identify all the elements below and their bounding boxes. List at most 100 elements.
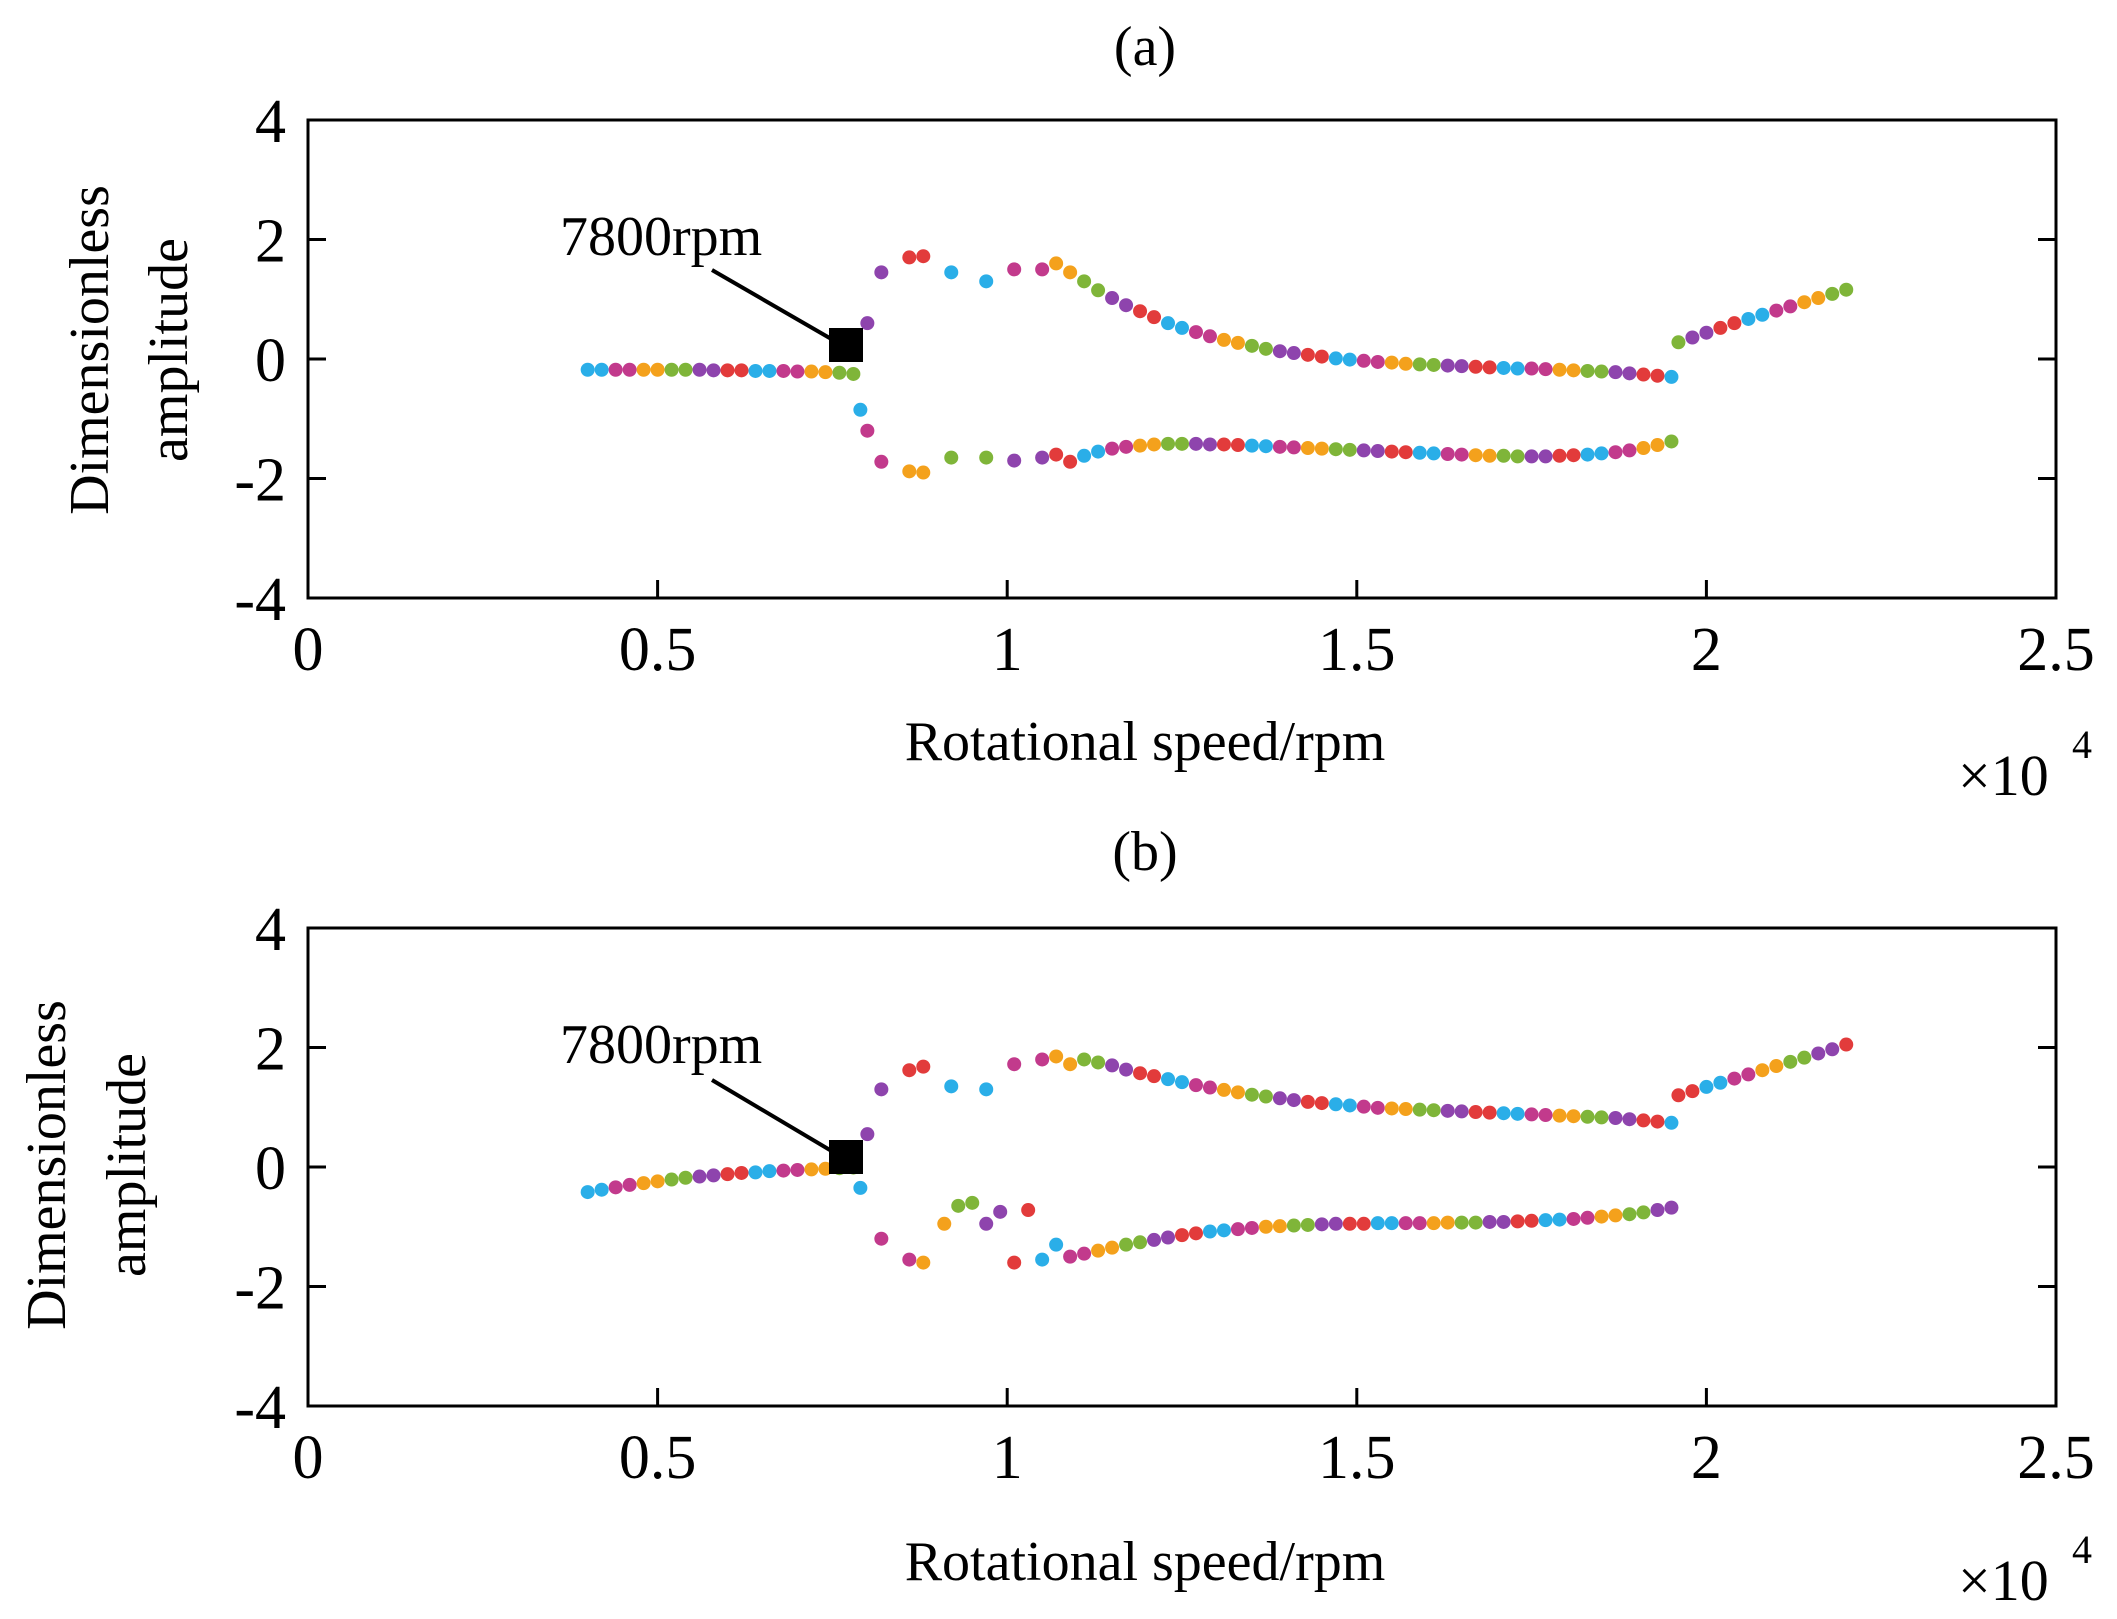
panel-b-annotation-leader — [710, 1078, 842, 1158]
panel-a-data-point — [1510, 361, 1525, 376]
panel-a-data-point — [1566, 448, 1581, 463]
panel-a-data-point — [1202, 329, 1217, 344]
panel-b-data-point — [1755, 1063, 1770, 1078]
panel-a-data-point — [664, 362, 679, 377]
panel-a-data-point — [1412, 357, 1427, 372]
panel-b-y-tick-label: -4 — [234, 1374, 286, 1442]
panel-b-data-point — [1468, 1215, 1483, 1230]
panel-a-data-point — [1244, 438, 1259, 453]
panel-b-data-point — [1091, 1055, 1106, 1070]
panel-b-data-point — [937, 1216, 952, 1231]
panel-a-data-point — [1510, 449, 1525, 464]
panel-a-y-label-line1: Dimensionless — [59, 185, 121, 515]
panel-a-x-ticks: 0 0.5 1 1.5 2 2.5 — [293, 580, 2095, 684]
panel-b-data-point — [1202, 1224, 1217, 1239]
panel-a-data-point — [860, 423, 875, 438]
panel-b-data-point — [1216, 1223, 1231, 1238]
panel-a-data-point — [1356, 443, 1371, 458]
panel-b-x-tick-label: 1 — [992, 1424, 1023, 1492]
panel-b-data-point — [1412, 1216, 1427, 1231]
panel-a-data-point — [1769, 303, 1784, 318]
panel-a-data-point — [1650, 438, 1665, 453]
panel-a-data-point — [1650, 368, 1665, 383]
panel-a-data-point — [1230, 335, 1245, 350]
panel-a-data-point — [1007, 262, 1022, 277]
panel-b-data-point — [1608, 1111, 1623, 1126]
panel-b-data-point — [1049, 1237, 1064, 1252]
panel-b-data-point — [804, 1162, 819, 1177]
panel-b-data-point — [1839, 1037, 1854, 1052]
panel-a-data-point — [1063, 454, 1078, 469]
panel-b-data-point — [1622, 1112, 1637, 1127]
panel-b-data-point — [1202, 1080, 1217, 1095]
panel-a-data-point — [1049, 447, 1064, 462]
panel-b-x-multiplier: ×10 4 — [1958, 1527, 2092, 1613]
panel-a-data-point — [678, 362, 693, 377]
panel-a-data-point — [1811, 291, 1826, 306]
panel-b-x-multiplier-exp: 4 — [2072, 1527, 2092, 1572]
panel-b-data-point — [636, 1176, 651, 1191]
panel-b-data-point — [1713, 1075, 1728, 1090]
panel-b-data-point — [1328, 1216, 1343, 1231]
panel-b-data-point — [1063, 1057, 1078, 1072]
panel-b-data-point — [874, 1231, 889, 1246]
panel-b-data-point — [1230, 1222, 1245, 1237]
panel-a-data-point — [1370, 444, 1385, 459]
panel-a-data-point — [1161, 316, 1176, 331]
panel-b-data-point — [1384, 1216, 1399, 1231]
panel-b-annotation: 7800rpm — [560, 1014, 863, 1174]
panel-a-data-point — [776, 363, 791, 378]
panel-b-data-point — [790, 1162, 805, 1177]
panel-b-data-point — [1566, 1211, 1581, 1226]
panel-a-data-point — [1426, 446, 1441, 461]
panel-b-data-point — [1175, 1228, 1189, 1243]
panel-b-data-point — [944, 1079, 959, 1094]
panel-b-data-point — [1105, 1058, 1120, 1073]
panel-a-data-point — [650, 362, 665, 377]
panel-a-data-point — [979, 274, 994, 289]
panel-a-data-point — [1783, 299, 1798, 314]
panel-b-data-points — [580, 1037, 1854, 1270]
panel-a-data-point — [1133, 438, 1148, 453]
panel-a-x-tick-label: 0.5 — [619, 616, 697, 684]
panel-a-data-point — [902, 464, 917, 479]
panel-a-data-point — [1188, 436, 1203, 451]
panel-b-data-point — [916, 1255, 931, 1270]
panel-b-data-point — [1699, 1079, 1714, 1094]
panel-a-data-point — [1384, 444, 1399, 459]
panel-a-data-point — [874, 265, 889, 280]
panel-b-x-tick-label: 0 — [293, 1424, 324, 1492]
panel-a-annotation-label: 7800rpm — [560, 206, 762, 268]
panel-b-data-point — [1328, 1097, 1343, 1112]
panel-a-data-point — [979, 450, 994, 465]
panel-a-data-point — [1175, 436, 1189, 451]
panel-a-data-point — [944, 450, 959, 465]
panel-a-data-point — [1482, 448, 1497, 463]
panel-a-data-point — [1007, 453, 1022, 468]
panel-b-data-point — [1608, 1208, 1623, 1223]
panel-b-data-point — [580, 1185, 595, 1200]
panel-b-y-label: Dimensionless amplitude — [16, 1000, 158, 1330]
panel-b-data-point — [692, 1169, 707, 1184]
panel-a-data-point — [734, 363, 749, 378]
panel-b-data-point — [1230, 1085, 1245, 1100]
panel-a: (a) Dimensionless amplitude 4 2 0 -2 -4 0 0.5… — [59, 16, 2095, 808]
panel-b-data-point — [1216, 1082, 1231, 1097]
panel-b-data-point — [853, 1180, 868, 1195]
panel-b-data-point — [1468, 1105, 1483, 1120]
panel-b-plot-frame — [306, 926, 2058, 1408]
panel-b-data-point — [1398, 1216, 1413, 1231]
panel-a-data-point — [1741, 311, 1756, 326]
panel-a-data-point — [1580, 363, 1595, 378]
panel-b-data-point — [1566, 1109, 1581, 1124]
panel-b-data-point — [1133, 1066, 1148, 1081]
panel-a-data-point — [1119, 298, 1134, 313]
panel-b-data-point — [1286, 1218, 1301, 1233]
panel-a-data-point — [1147, 310, 1162, 325]
panel-b-data-point — [650, 1174, 665, 1189]
panel-a-data-point — [1161, 436, 1176, 451]
panel-a-data-point — [692, 362, 707, 377]
panel-a-data-point — [1119, 439, 1134, 454]
panel-a-data-point — [1468, 359, 1483, 374]
panel-b-data-point — [1454, 1104, 1469, 1119]
